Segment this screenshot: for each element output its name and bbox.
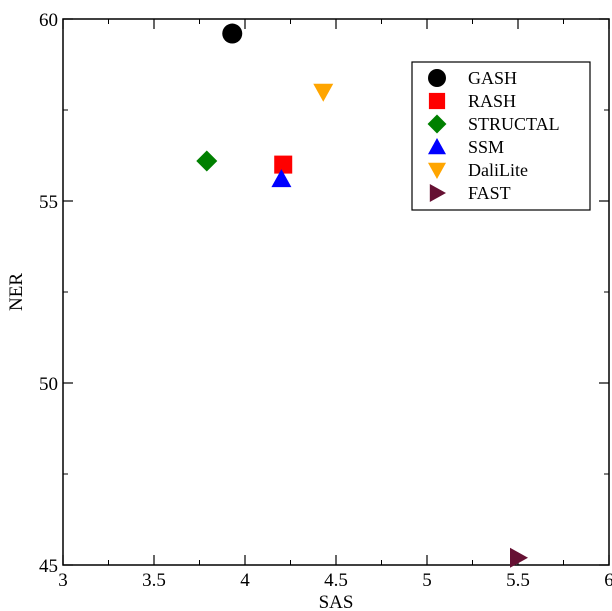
- x-tick-label: 6: [604, 570, 612, 591]
- y-tick-label: 45: [39, 556, 58, 577]
- legend-marker-rash: [428, 92, 446, 110]
- data-point-rash: [274, 155, 293, 174]
- legend-label: SSM: [468, 137, 504, 157]
- data-point-dalilite: [313, 83, 334, 102]
- legend-marker-structal: [427, 114, 447, 134]
- y-tick-label: 50: [39, 374, 58, 395]
- y-tick-label: 55: [39, 192, 58, 213]
- legend-label: FAST: [468, 183, 511, 203]
- axis-ticks: [62, 18, 610, 566]
- x-tick-label: 3.5: [142, 570, 166, 591]
- legend-marker-ssm: [428, 138, 446, 155]
- legend-label: STRUCTAL: [468, 114, 560, 134]
- y-tick-label: 60: [39, 10, 58, 31]
- tick-labels: 3 3.5 4 4.5 5 5.5 6 45 50 55 60: [39, 10, 612, 591]
- data-point-ssm: [271, 169, 292, 188]
- data-points: [196, 23, 528, 568]
- legend: GASH RASH STRUCTAL SSM DaliLite FAST: [411, 61, 591, 211]
- x-tick-label: 5.5: [506, 570, 530, 591]
- x-tick-label: 3: [58, 570, 68, 591]
- x-tick-label: 4.5: [324, 570, 348, 591]
- x-tick-label: 5: [422, 570, 432, 591]
- legend-label: GASH: [468, 68, 517, 88]
- x-axis-title: SAS: [319, 592, 354, 611]
- legend-label: DaliLite: [468, 160, 528, 180]
- legend-box: [411, 61, 591, 211]
- y-axis-title: NER: [6, 273, 27, 311]
- legend-marker-dalilite: [428, 162, 446, 179]
- legend-label: RASH: [468, 91, 516, 111]
- data-point-fast: [510, 547, 528, 568]
- legend-items: GASH RASH STRUCTAL SSM DaliLite FAST: [427, 68, 560, 203]
- x-tick-label: 4: [240, 570, 250, 591]
- data-point-structal: [196, 150, 218, 172]
- legend-marker-fast: [429, 184, 446, 202]
- legend-marker-gash: [428, 69, 446, 87]
- data-point-gash: [222, 23, 243, 44]
